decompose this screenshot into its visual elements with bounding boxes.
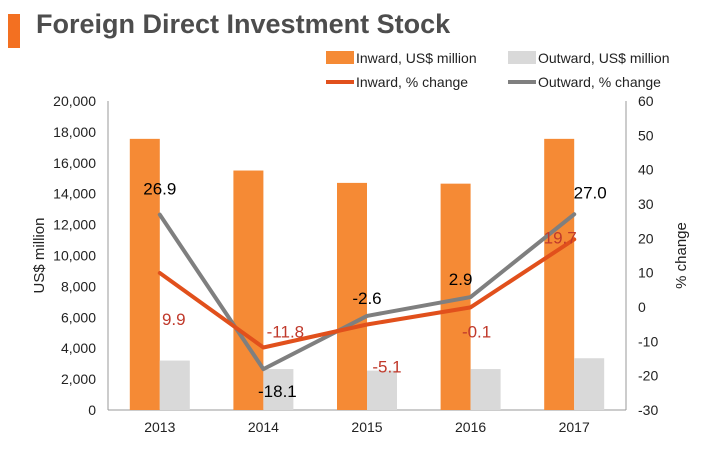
y-tick-label: 10,000: [53, 248, 96, 264]
y2-tick-label: -10: [638, 333, 658, 349]
outward-change-label: -2.6: [352, 289, 381, 308]
y-tick-label: 20,000: [53, 93, 96, 109]
y2-axis-title: % change: [673, 222, 690, 289]
outward-bar: [367, 370, 397, 410]
x-tick-label: 2013: [144, 419, 175, 435]
y-tick-label: 0: [88, 402, 96, 418]
x-tick-label: 2015: [351, 419, 382, 435]
inward-change-line: [157, 237, 577, 350]
legend-label: Outward, % change: [538, 74, 661, 90]
legend-label: Inward, % change: [356, 74, 468, 90]
outward-change-label: -18.1: [258, 382, 297, 401]
outward-change-label: 26.9: [143, 180, 176, 199]
x-tick-label: 2016: [455, 419, 486, 435]
y2-tick-label: 50: [638, 127, 654, 143]
y-tick-label: 8,000: [61, 278, 96, 294]
outward-bar: [470, 369, 501, 410]
inward-change-label: 9.9: [162, 310, 186, 329]
inward-bar: [129, 138, 160, 411]
y-tick-label: 16,000: [53, 155, 96, 171]
legend-label: Outward, US$ million: [538, 50, 670, 66]
title-accent-bar: [8, 14, 20, 48]
x-tick-label: 2017: [559, 419, 590, 435]
legend-swatch-inward-bar: [326, 51, 354, 64]
outward-bar: [263, 369, 294, 410]
outward-change-label: 27.0: [574, 183, 607, 202]
y2-tick-label: -20: [638, 368, 658, 384]
y-tick-label: 4,000: [61, 340, 96, 356]
outward-bar: [159, 360, 190, 410]
y-tick-label: 12,000: [53, 217, 96, 233]
inward-bar: [544, 138, 575, 411]
y-tick-label: 2,000: [61, 371, 96, 387]
y2-tick-label: 0: [638, 299, 646, 315]
y2-tick-label: 10: [638, 265, 654, 281]
y-tick-label: 18,000: [53, 124, 96, 140]
y-axis-title: US$ million: [31, 218, 48, 294]
x-tick-label: 2014: [248, 419, 279, 435]
y2-tick-label: 60: [638, 93, 654, 109]
inward-bar: [233, 170, 264, 410]
outward-change-line: [157, 212, 577, 372]
y-tick-label: 14,000: [53, 186, 96, 202]
chart-title: Foreign Direct Investment Stock: [36, 9, 451, 39]
legend-swatch-outward-bar: [508, 51, 536, 64]
y2-tick-label: 30: [638, 196, 654, 212]
inward-change-label: -0.1: [462, 322, 491, 341]
y2-tick-label: 40: [638, 162, 654, 178]
inward-change-label: -5.1: [372, 358, 401, 377]
y2-tick-label: -30: [638, 402, 658, 418]
inward-change-label: -11.8: [267, 323, 305, 342]
legend-label: Inward, US$ million: [356, 50, 477, 66]
inward-change-label: 19.7: [544, 228, 577, 247]
y-tick-label: 6,000: [61, 309, 96, 325]
outward-change-label: 2.9: [449, 270, 473, 289]
inward-bar: [337, 182, 367, 410]
y2-tick-label: 20: [638, 230, 654, 246]
outward-bar: [574, 358, 605, 410]
